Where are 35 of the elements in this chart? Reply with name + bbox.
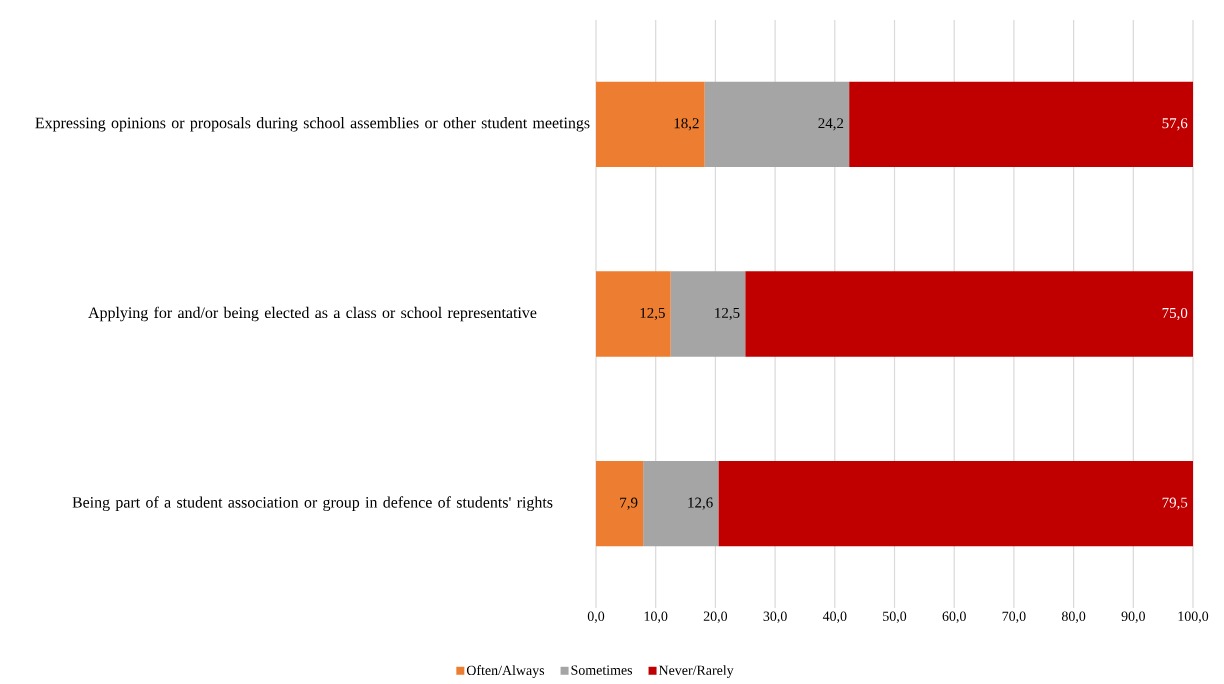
legend-label: Never/Rarely xyxy=(658,665,734,678)
bar xyxy=(718,461,1194,547)
bar xyxy=(643,461,719,547)
bar xyxy=(596,81,705,167)
x-tick-label: 70,0 xyxy=(1002,611,1026,623)
x-tick-label: 80,0 xyxy=(1061,611,1086,623)
data-label: 18,2 xyxy=(674,118,699,131)
legend-label: Often/Always xyxy=(466,665,545,678)
y-tick-label: Being part of a student association or group in defence of students' rights xyxy=(72,496,553,512)
y-tick-label: Expressing opinions or proposals during school assemblies or other student meetings xyxy=(35,117,590,132)
x-tick-label: 10,0 xyxy=(644,611,668,623)
data-label: 12,6 xyxy=(688,497,713,510)
x-tick-label: 20,0 xyxy=(703,611,728,623)
x-tick-label: 0,0 xyxy=(587,611,605,623)
x-tick-label: 40,0 xyxy=(822,611,847,623)
x-tick-label: 100,0 xyxy=(1178,611,1209,623)
data-label: 12,5 xyxy=(640,307,665,321)
y-tick-label: Applying for and/or being elected as a class or school representative xyxy=(88,306,537,322)
data-label: 79,5 xyxy=(1162,497,1188,510)
data-label: 57,6 xyxy=(1162,118,1188,131)
x-tick-label: 60,0 xyxy=(942,611,966,623)
data-label: 7,9 xyxy=(620,497,638,510)
x-tick-label: 30,0 xyxy=(763,611,787,623)
bar xyxy=(596,461,644,547)
bar xyxy=(745,271,1194,357)
data-label: 75,0 xyxy=(1162,307,1188,321)
x-tick-label: 90,0 xyxy=(1121,611,1145,623)
legend-label: Sometimes xyxy=(571,665,633,675)
x-tick-label: 50,0 xyxy=(883,611,907,623)
bar xyxy=(670,271,746,357)
data-label: 12,5 xyxy=(715,307,740,321)
data-label: 24,2 xyxy=(818,118,844,131)
bar xyxy=(704,81,850,167)
bar xyxy=(596,271,671,357)
bar xyxy=(849,81,1194,167)
